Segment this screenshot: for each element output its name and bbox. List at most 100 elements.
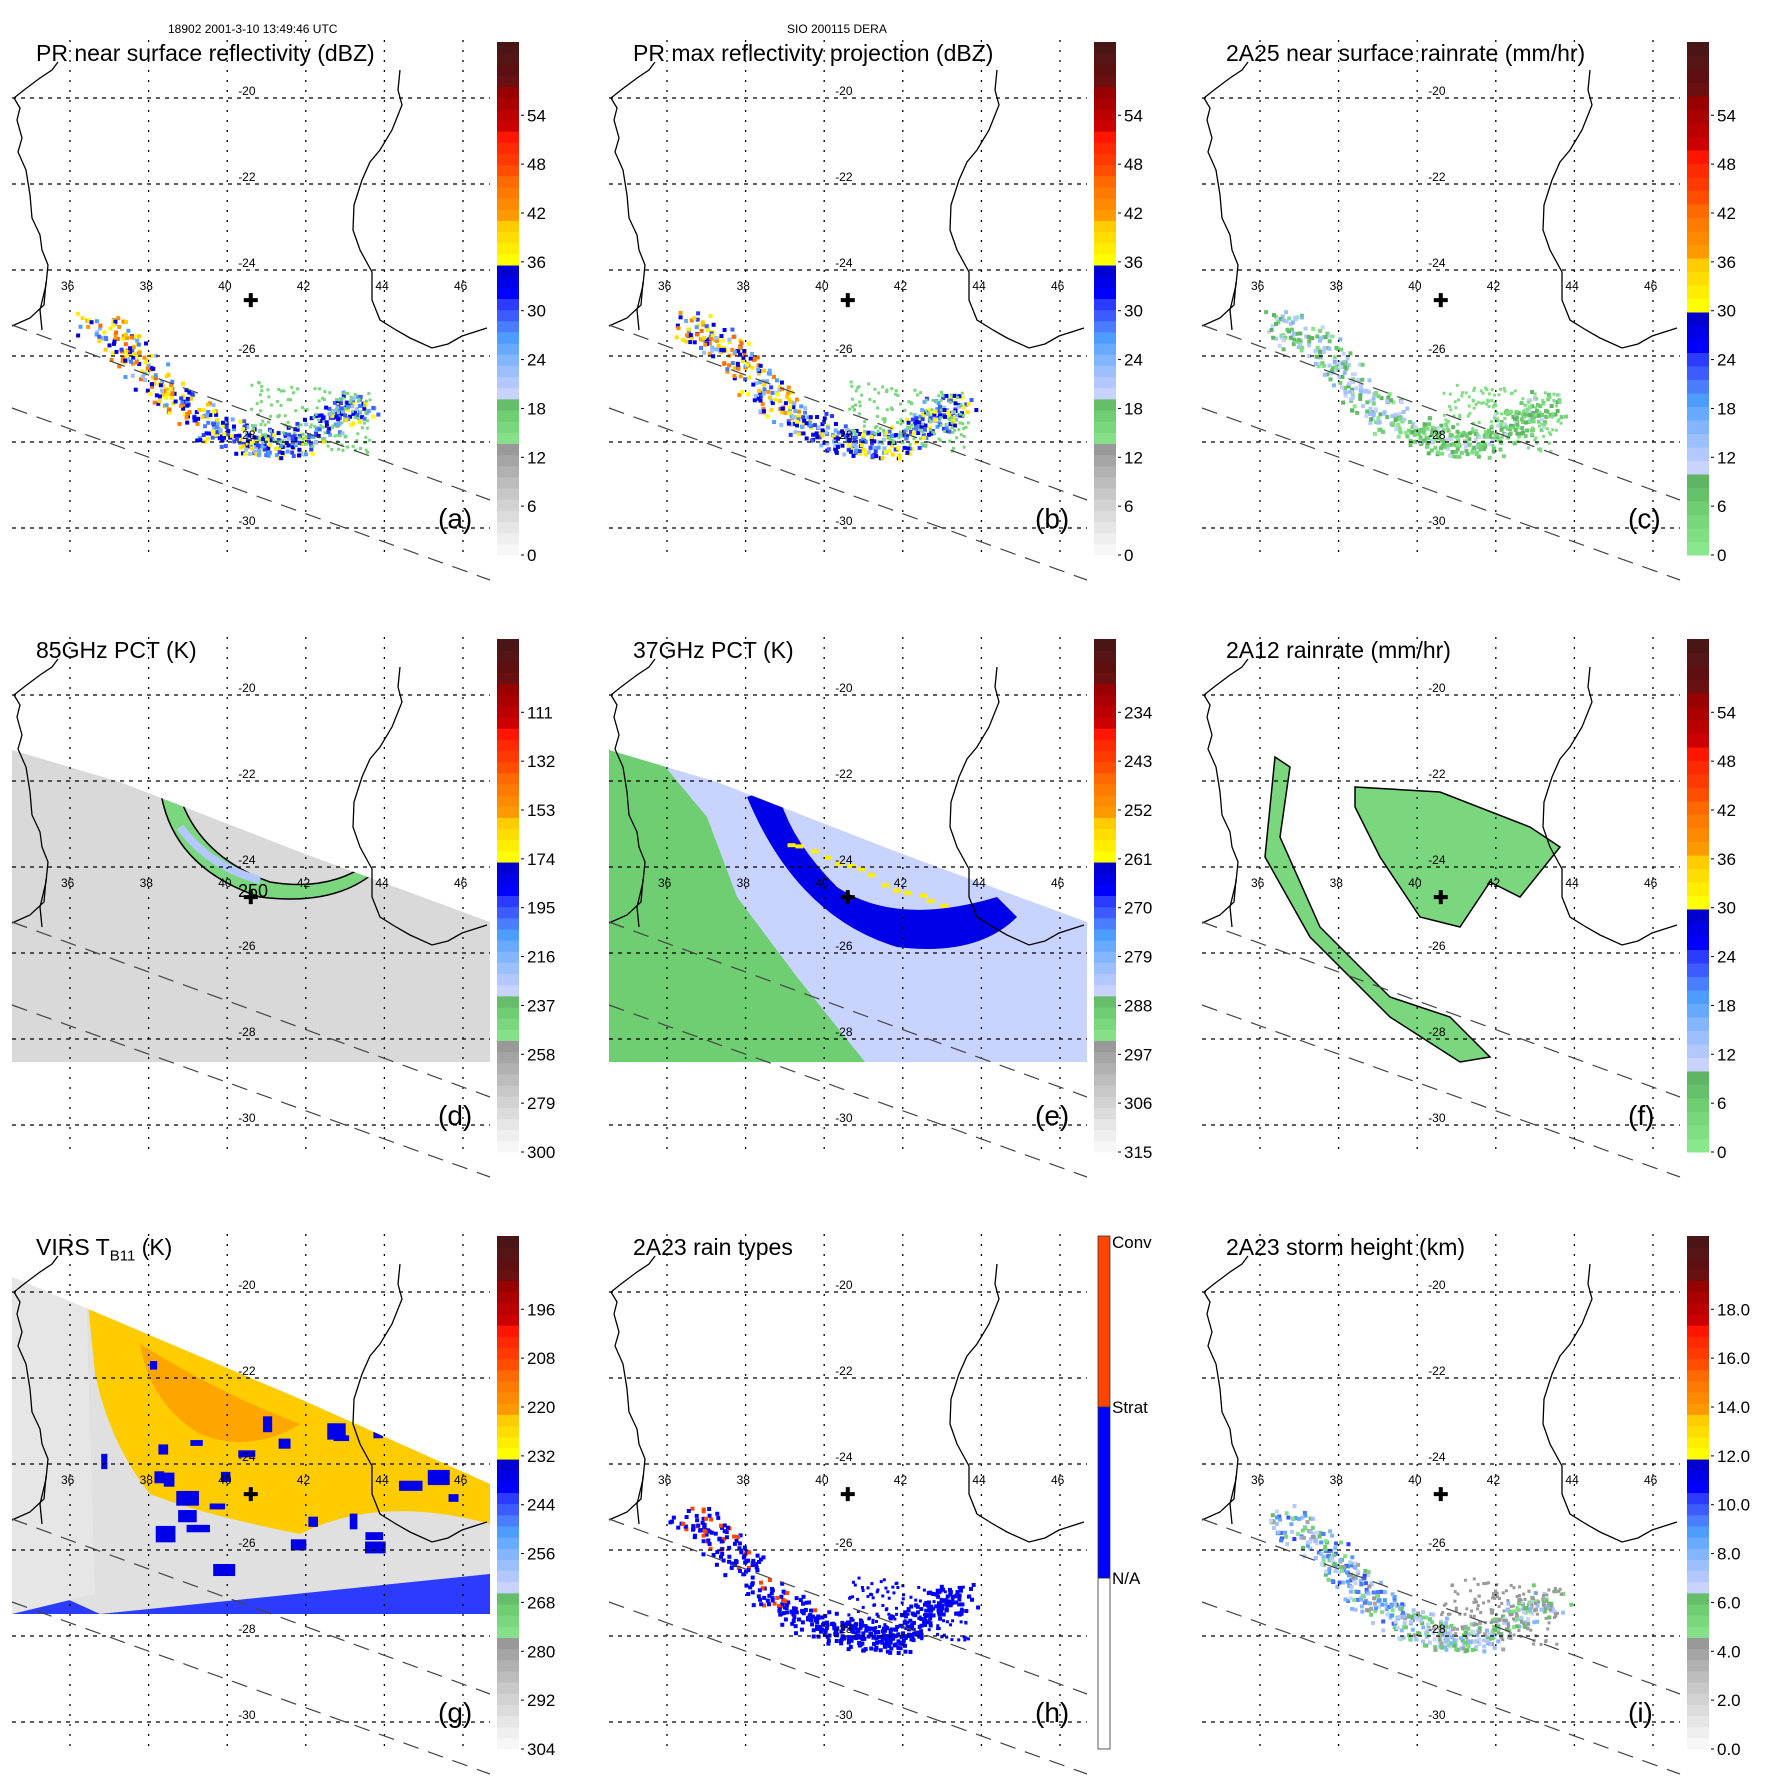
data-cell: [1439, 446, 1444, 451]
data-cell: [1424, 435, 1429, 440]
colorbar-swatch: [1687, 841, 1709, 856]
data-cell: [874, 454, 879, 459]
data-cell: [951, 1598, 955, 1602]
data-cell: [756, 1594, 761, 1599]
colorbar-tick-label: 48: [527, 155, 546, 174]
data-cell: [1492, 1624, 1497, 1629]
data-cell: [960, 391, 964, 395]
data-cell: [185, 420, 190, 425]
data-cell: [906, 1608, 911, 1613]
data-cell: [921, 432, 926, 437]
data-cell: [1542, 1603, 1546, 1607]
data-cell: [1463, 1578, 1467, 1582]
data-cell: [858, 451, 863, 456]
data-cell: [928, 428, 932, 432]
data-cell: [1535, 409, 1540, 414]
data-cell: [1513, 427, 1518, 432]
data-cell: [695, 1518, 700, 1523]
data-cell: [957, 428, 961, 432]
coastline-west: [610, 694, 646, 928]
data-cell: [1333, 1568, 1338, 1573]
data-cell: [823, 1614, 828, 1619]
data-cell: [789, 1609, 794, 1614]
data-cell: [681, 1521, 686, 1526]
data-cell: [1341, 351, 1346, 356]
data-cell: [745, 362, 750, 367]
data-cell: [276, 431, 281, 436]
data-cell: [358, 410, 362, 414]
data-cell: [140, 374, 145, 379]
colorbar-swatch: [1687, 1392, 1709, 1404]
data-cell: [1490, 1610, 1495, 1615]
data-cell: [853, 435, 858, 440]
data-cell: [934, 1592, 939, 1597]
lat-tick-label: -28: [835, 1025, 853, 1039]
data-cell: [725, 369, 730, 374]
data-cell: [1434, 430, 1439, 435]
data-cell: [348, 400, 352, 404]
data-cell: [126, 357, 131, 362]
data-cell: [939, 416, 943, 420]
data-cell: [915, 1630, 920, 1635]
data-cell: [737, 1541, 742, 1546]
data-cell: [1411, 421, 1416, 426]
data-cell: [1503, 417, 1507, 421]
panel-e: 36 38 40 42 44 46 -20 -22 -24 -26 -28 -30 315 306 297 2…: [597, 597, 1187, 1187]
data-cell: [848, 449, 853, 454]
colorbar-swatch: [497, 772, 519, 785]
data-cell: [1281, 347, 1286, 352]
colorbar: 0.02.04.06.08.010.012.014.016.018.0: [1687, 1236, 1750, 1759]
colorbar-swatch: [1687, 639, 1709, 653]
data-cell: [1498, 436, 1502, 440]
data-cell: [1368, 399, 1373, 404]
data-cell: [1384, 1607, 1389, 1612]
data-cell: [738, 1533, 743, 1538]
data-cell: [1421, 429, 1426, 434]
panel-title: 2A23 storm height (km): [1226, 1234, 1466, 1260]
data-cell: [943, 1590, 947, 1594]
data-cell: [727, 1545, 732, 1550]
data-cell: [364, 399, 368, 403]
data-cell: [129, 335, 134, 340]
data-cell: [1549, 1608, 1553, 1612]
data-cell: [847, 1613, 851, 1617]
data-cell: [743, 1569, 748, 1574]
data-cell: [1355, 1569, 1360, 1574]
colorbar-swatch: [497, 108, 519, 121]
data-cell: [1453, 1599, 1457, 1603]
data-cell: [685, 333, 690, 338]
data-cell: [808, 420, 813, 425]
data-cell: [1550, 412, 1555, 417]
colorbar-swatch: [1687, 1314, 1709, 1326]
data-cell: [876, 1588, 880, 1592]
data-cell: [1279, 1538, 1284, 1543]
data-cell: [1418, 435, 1423, 440]
data-cell: [278, 440, 282, 444]
colorbar-swatch: [497, 906, 519, 919]
data-cell: [1343, 1554, 1348, 1559]
colorbar-swatch: [497, 443, 519, 456]
data-cell: [969, 398, 974, 403]
data-cell: [818, 1624, 823, 1629]
data-cell: [786, 418, 791, 423]
data-cell: [1456, 398, 1460, 402]
data-cell: [1502, 1618, 1506, 1622]
data-cell: [130, 373, 135, 378]
data-cell: [779, 1594, 784, 1599]
data-cell: [222, 435, 227, 440]
data-cell: [1274, 1509, 1279, 1514]
data-cell: [1293, 317, 1298, 322]
data-cell: [1268, 1518, 1273, 1523]
data-cell: [304, 442, 308, 446]
data-cell: [1462, 1625, 1467, 1630]
data-cell: [739, 389, 744, 394]
data-cell: [259, 446, 264, 451]
data-cell: [923, 423, 928, 428]
data-cell: [937, 1602, 942, 1607]
coastline-southwest: [11, 281, 47, 327]
storm-center-icon: [1433, 1487, 1448, 1502]
data-cell: [316, 433, 321, 438]
data-cell: [1294, 331, 1299, 336]
data-cell: [909, 412, 913, 416]
lat-tick-label: -28: [1428, 1622, 1446, 1636]
